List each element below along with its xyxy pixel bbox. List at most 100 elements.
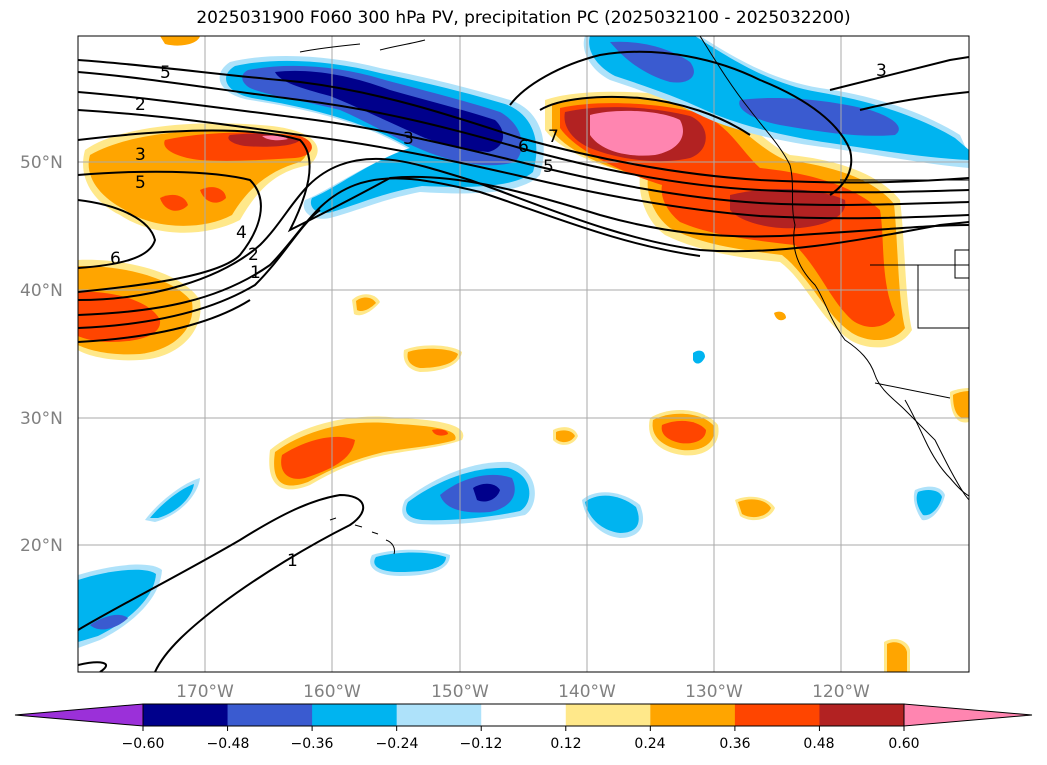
lat-label: 20°N [20, 536, 63, 556]
contour-label: 5 [135, 173, 146, 193]
contour-label: 6 [110, 249, 121, 269]
precip-pos-region [160, 36, 200, 46]
baja-coast [904, 399, 969, 497]
pv-contour-line [509, 50, 853, 196]
precip-neg-region [473, 483, 500, 502]
pv-contour-line [78, 129, 969, 238]
colorbar-segment [819, 704, 905, 726]
precip-pos-region [407, 348, 458, 368]
contour-label: 3 [403, 129, 414, 149]
colorbar-segment [312, 704, 398, 726]
precip-pos-region [953, 391, 969, 419]
precip-pos-region [262, 135, 288, 141]
colorbar-segment [734, 704, 820, 726]
lon-label: 160°W [303, 682, 361, 702]
colorbar: −0.60 −0.48 −0.36 −0.24 −0.12 0.12 0.24 … [14, 703, 1033, 752]
colorbar-segment [650, 704, 736, 726]
colorbar-segment [143, 704, 229, 726]
pv-contour-line [78, 199, 157, 269]
precip-pos-region [78, 291, 161, 342]
precip-pos-region [661, 420, 706, 444]
colorbar-label: −0.48 [207, 736, 250, 752]
colorbar-outline [142, 703, 905, 727]
precip-neg-region [693, 350, 705, 364]
hawaii-islands [329, 517, 395, 555]
contour-label: 3 [876, 61, 887, 81]
contour-label: 3 [135, 145, 146, 165]
pv-contour-line [78, 91, 969, 206]
precip-pos-region [160, 194, 188, 211]
lon-label: 150°W [431, 682, 489, 702]
colorbar-extend-low [15, 704, 143, 726]
pv-contour-line [78, 59, 969, 184]
contour-label: 2 [248, 245, 259, 265]
colorbar-label: 0.24 [634, 736, 665, 752]
pv-contour-line [78, 299, 251, 343]
pv-contour-line [78, 209, 321, 329]
aleutian-islands [299, 39, 426, 53]
colorbar-label: 0.36 [719, 736, 750, 752]
contour-label: 2 [135, 95, 146, 115]
map-frame [77, 35, 970, 673]
colorbar-segment [565, 704, 651, 726]
precip-pos-region [281, 436, 355, 479]
colorbar-label: −0.24 [376, 736, 419, 752]
precip-pos-region [432, 429, 448, 436]
north-america-coast [699, 36, 969, 501]
lon-label: 130°W [685, 682, 743, 702]
pv-contour-line [859, 91, 969, 111]
precip-pos-region [556, 430, 575, 443]
pv-contour-line [78, 177, 701, 316]
pv-contour-line [539, 95, 751, 136]
graticule [78, 36, 969, 672]
colorbar-segments [15, 704, 1032, 726]
precip-pos-region [738, 499, 771, 518]
colorbar-labels: −0.60 −0.48 −0.36 −0.24 −0.12 0.12 0.24 … [122, 736, 920, 752]
precip-pos-region [774, 311, 786, 321]
lat-label: 40°N [20, 281, 63, 301]
colorbar-extend-high [904, 704, 1032, 726]
precip-neg-region [374, 552, 446, 572]
pv-contour-line [78, 493, 365, 672]
precip-pos-region [356, 297, 376, 312]
lon-label: 140°W [558, 682, 616, 702]
precip-pos-region [200, 187, 226, 203]
coastlines [299, 36, 969, 555]
precip-neg-region [916, 489, 942, 516]
colorbar-ticks [142, 726, 905, 731]
map-title: 2025031900 F060 300 hPa PV, precipitatio… [196, 8, 851, 28]
contour-label: 5 [543, 157, 554, 177]
latitude-labels: 50°N 40°N 30°N 20°N [20, 153, 63, 556]
contour-label: 6 [518, 137, 529, 157]
lon-label: 170°W [176, 682, 234, 702]
colorbar-segment [227, 704, 313, 726]
colorbar-label: 0.60 [888, 736, 919, 752]
lat-label: 30°N [20, 409, 63, 429]
colorbar-label: −0.12 [460, 736, 503, 752]
contour-label: 1 [250, 263, 261, 283]
pv-contour-line [78, 157, 969, 301]
contour-label: 7 [548, 127, 559, 147]
precip-neg-region [739, 98, 899, 136]
contour-label: 1 [287, 551, 298, 571]
colorbar-label: −0.60 [122, 736, 165, 752]
pv-contour-line [78, 109, 969, 220]
pv-contour-line [829, 56, 969, 91]
precip-neg-region [90, 614, 128, 630]
colorbar-label: 0.48 [803, 736, 834, 752]
pv-contours [78, 50, 969, 672]
us-state-border [870, 249, 969, 399]
contour-labels: 5 2 3 5 6 4 2 1 3 6 5 7 3 1 [110, 61, 887, 571]
lat-label: 50°N [20, 153, 63, 173]
pv-contour-line [78, 170, 262, 293]
precip-pos-region [887, 642, 907, 672]
colorbar-label: −0.36 [291, 736, 334, 752]
precip-pos-region [590, 110, 683, 156]
precip-neg-region [585, 495, 639, 533]
colorbar-segment [481, 704, 567, 726]
colorbar-segment [396, 704, 482, 726]
precip-neg-region [150, 484, 194, 518]
lon-label: 120°W [812, 682, 870, 702]
contour-label: 4 [236, 223, 247, 243]
